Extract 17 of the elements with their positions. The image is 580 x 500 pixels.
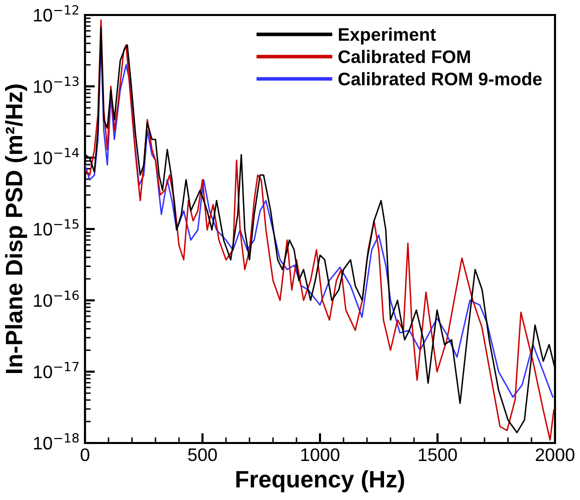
x-tick-label: 2000 — [536, 448, 574, 462]
y-tick-label: 10$^{−14}$ — [34, 148, 79, 164]
y-tick-label: 10$^{−17}$ — [34, 362, 78, 378]
y-tick-label: 10$^{−16}$ — [34, 290, 79, 307]
x-axis-title: Frequency (Hz) — [236, 470, 404, 492]
y-tick-label: 10$^{−18}$ — [34, 433, 79, 450]
y-tick-label: 10$^{−15}$ — [34, 219, 78, 236]
legend-label: Experiment — [338, 28, 436, 44]
x-tick-label: 1000 — [301, 448, 340, 462]
x-tick-label: 0 — [80, 448, 90, 462]
legend-label: Calibrated FOM — [338, 50, 470, 64]
y-tick-label: 10$^{−13}$ — [34, 76, 79, 93]
x-tick-label: 1500 — [418, 448, 457, 462]
y-axis-title: In-Plane Disp PSD (m²/Hz) — [5, 84, 28, 374]
x-tick-label: 500 — [188, 448, 217, 462]
y-tick-label: 10$^{−12}$ — [34, 5, 78, 22]
legend-label: Calibrated ROM 9-mode — [338, 72, 542, 86]
